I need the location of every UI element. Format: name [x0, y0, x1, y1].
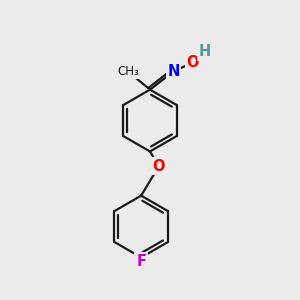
Text: F: F: [136, 254, 146, 268]
Text: O: O: [153, 159, 165, 174]
Text: N: N: [167, 64, 180, 79]
Text: CH₃: CH₃: [117, 65, 139, 78]
Text: O: O: [186, 55, 199, 70]
Text: H: H: [199, 44, 211, 59]
